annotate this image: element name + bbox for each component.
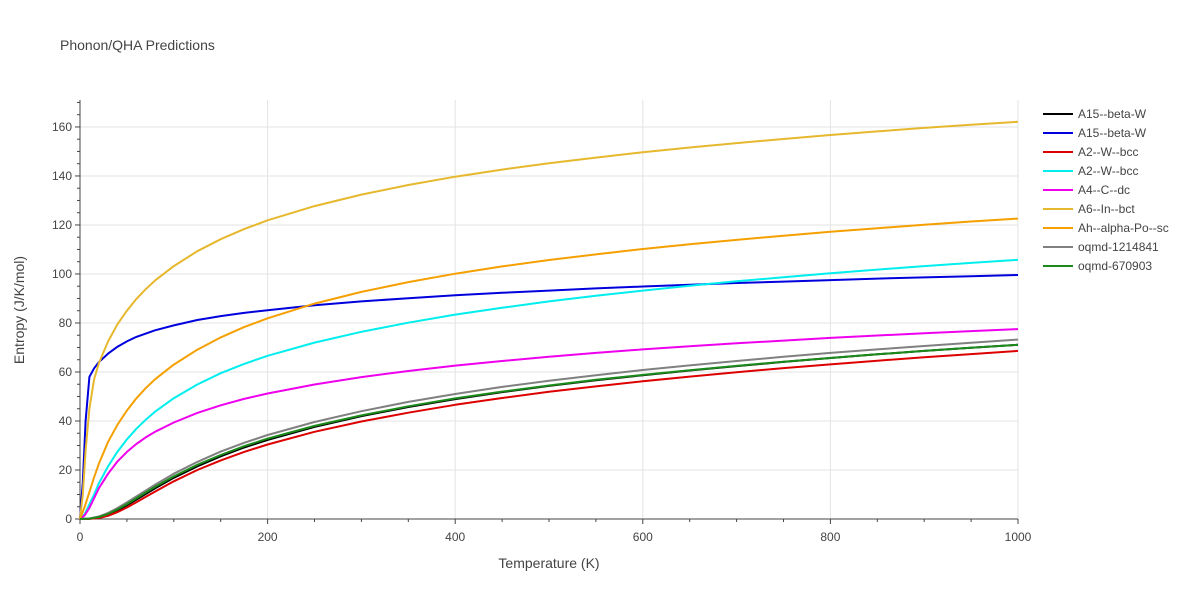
series-line (79, 120, 1019, 520)
legend-label: A4--C--dc (1078, 183, 1130, 197)
y-tick-label: 0 (65, 512, 72, 526)
y-tick-label: 40 (59, 414, 73, 428)
x-tick-label: 600 (633, 530, 653, 544)
y-tick-label: 100 (52, 267, 72, 281)
legend-label: A15--beta-W (1078, 107, 1147, 121)
legend-label: A6--In--bct (1078, 202, 1135, 216)
legend-label: A15--beta-W (1078, 126, 1147, 140)
y-tick-label: 60 (59, 365, 73, 379)
chart-title: Phonon/QHA Predictions (60, 37, 215, 53)
legend-label: A2--W--bcc (1078, 164, 1138, 178)
series-line (79, 258, 1019, 520)
legend: A15--beta-W A15--beta-W A2--W--bcc A2--W--b… (1043, 107, 1169, 273)
series-line (79, 343, 1019, 520)
legend-label: oqmd-670903 (1078, 259, 1152, 273)
series-line (79, 338, 1019, 520)
series-line (79, 217, 1019, 520)
x-axis-label: Temperature (K) (498, 555, 599, 571)
x-tick-label: 0 (77, 530, 84, 544)
y-tick-label: 160 (52, 120, 72, 134)
legend-label: A2--W--bcc (1078, 145, 1138, 159)
axis-layer: 0 200 400 600 800 1000 0 20 40 60 80 100 120 140 160 (52, 100, 1032, 544)
x-tick-label: 1000 (1005, 530, 1032, 544)
x-tick-label: 800 (820, 530, 840, 544)
series-line (79, 349, 1019, 520)
legend-label: Ah--alpha-Po--sc (1078, 221, 1169, 235)
y-tick-label: 140 (52, 169, 72, 183)
series-line (79, 328, 1019, 520)
y-tick-label: 20 (59, 463, 73, 477)
y-axis-label: Entropy (J/K/mol) (11, 256, 27, 364)
x-tick-label: 400 (445, 530, 465, 544)
y-tick-label: 120 (52, 218, 72, 232)
series-layer (79, 120, 1019, 520)
grid-layer (80, 100, 1019, 519)
x-tick-label: 200 (258, 530, 278, 544)
y-tick-label: 80 (59, 316, 73, 330)
legend-label: oqmd-1214841 (1078, 240, 1159, 254)
